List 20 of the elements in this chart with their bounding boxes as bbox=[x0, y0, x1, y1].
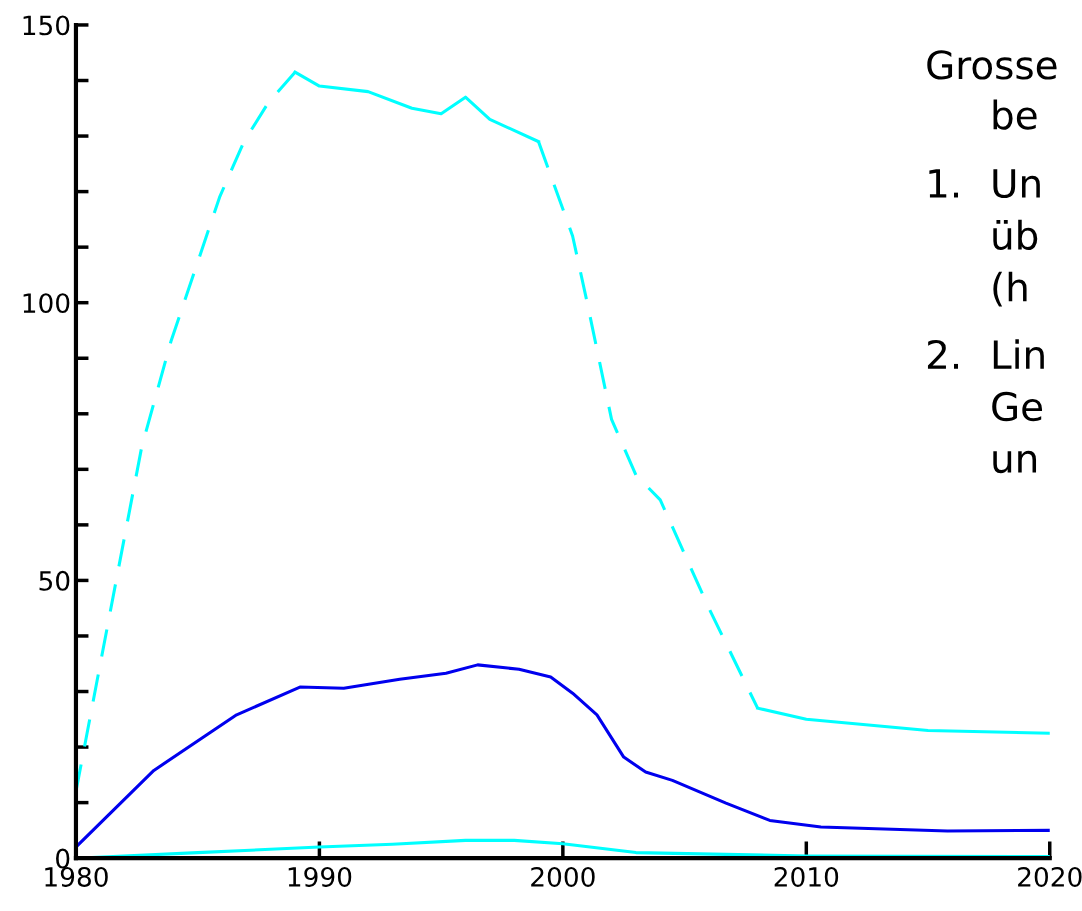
annotation: üb bbox=[993, 219, 1038, 250]
annotation: (h bbox=[993, 271, 1027, 307]
line-series bbox=[75, 663, 1050, 849]
y-tick-label: 50 bbox=[39, 570, 70, 591]
y-tick-label: 150 bbox=[23, 15, 70, 36]
annotation: Lin bbox=[993, 339, 1044, 369]
x-tick-label: 1990 bbox=[288, 866, 352, 887]
x-tick-label: 2010 bbox=[774, 866, 839, 887]
annotation: Grosse bbox=[927, 50, 1057, 80]
y-tick-label: 0 bbox=[56, 848, 70, 869]
annotation: un bbox=[993, 450, 1037, 474]
y-tick-label: 100 bbox=[23, 293, 70, 314]
x-tick-label: 2020 bbox=[1018, 866, 1082, 887]
annotation: Ge bbox=[992, 391, 1043, 422]
annotation: 1. bbox=[929, 169, 959, 198]
x-tick-label: 1980 bbox=[45, 866, 108, 887]
x-tick-label: 2000 bbox=[531, 866, 595, 887]
annotation: 2. bbox=[927, 339, 959, 369]
annotation: be bbox=[993, 99, 1037, 130]
annotation: Un bbox=[993, 169, 1040, 199]
